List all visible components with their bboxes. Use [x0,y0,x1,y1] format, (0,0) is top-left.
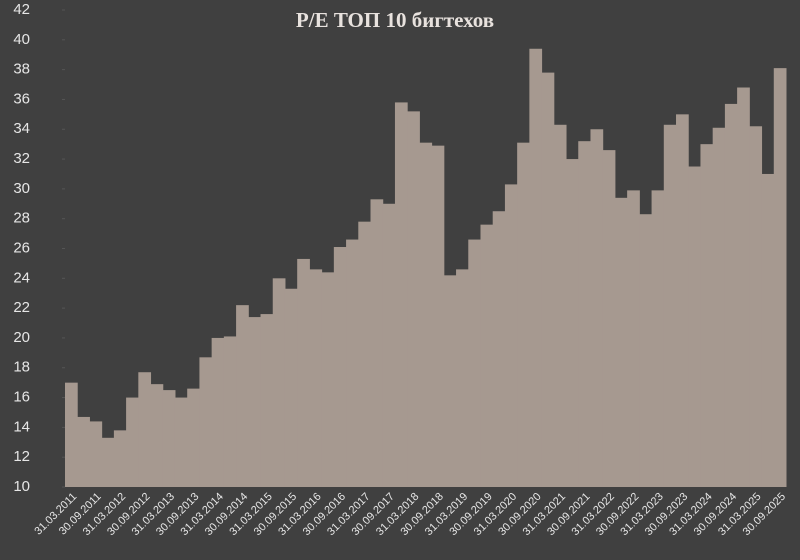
bar [65,382,78,487]
bar [211,337,225,487]
y-tick-label: 42 [13,1,30,18]
y-tick-label: 16 [13,389,30,406]
y-tick-label: 12 [13,448,30,465]
bar [236,305,249,487]
bar [333,247,347,487]
y-tick-label: 32 [13,150,30,167]
bar [174,397,188,487]
bar [517,142,530,487]
bar [138,372,152,487]
bar [712,127,726,488]
bar [346,239,359,487]
bar [358,221,372,487]
bar [492,211,506,487]
bar [541,72,555,487]
bar [553,124,567,487]
bar [761,173,775,487]
bar [187,388,200,487]
y-tick-label: 26 [13,239,30,256]
bar [431,145,445,487]
bar [382,203,396,487]
bar [126,397,139,487]
y-tick-label: 24 [13,269,30,286]
bar [639,214,653,487]
y-tick-label: 36 [13,90,30,107]
bar [419,142,433,487]
bar [663,124,677,487]
bar [700,144,714,487]
bar [272,278,286,487]
bar [566,159,579,487]
y-tick-label: 28 [13,210,30,227]
bar [297,258,310,487]
bar [590,129,604,487]
bar [309,269,323,487]
bar [89,421,103,487]
bar [468,239,481,487]
bar [113,430,127,487]
bar [749,126,763,488]
bar [456,269,469,487]
bar [260,314,274,487]
bar [504,184,518,487]
bar [676,114,689,487]
y-tick-label: 18 [13,359,30,376]
y-tick-label: 10 [13,478,30,495]
y-tick-label: 34 [13,120,30,137]
bar [162,390,176,487]
bar [737,87,750,487]
y-tick-label: 40 [13,31,30,48]
bar [614,197,628,487]
bar [370,199,384,487]
bar [578,141,591,488]
bar [651,190,665,487]
bar [223,336,237,487]
y-tick-label: 38 [13,61,30,78]
bar [248,317,262,487]
bar [529,48,543,487]
y-tick-label: 20 [13,329,30,346]
bar [443,275,457,487]
bar [773,68,787,488]
bar [77,416,90,487]
bar [150,384,164,487]
bar [284,288,298,487]
y-tick-label: 22 [13,299,30,316]
bar [321,272,335,487]
chart-title: P/E ТОП 10 бигтехов [296,8,494,32]
y-tick-label: 14 [13,418,30,435]
y-tick-label: 30 [13,180,30,197]
bar [480,224,494,487]
bar [101,437,115,487]
bar [394,102,408,487]
bar [602,150,616,487]
bar [627,190,640,487]
bar [199,357,213,487]
bar [724,103,738,488]
bar [688,166,701,487]
bar [407,111,420,488]
